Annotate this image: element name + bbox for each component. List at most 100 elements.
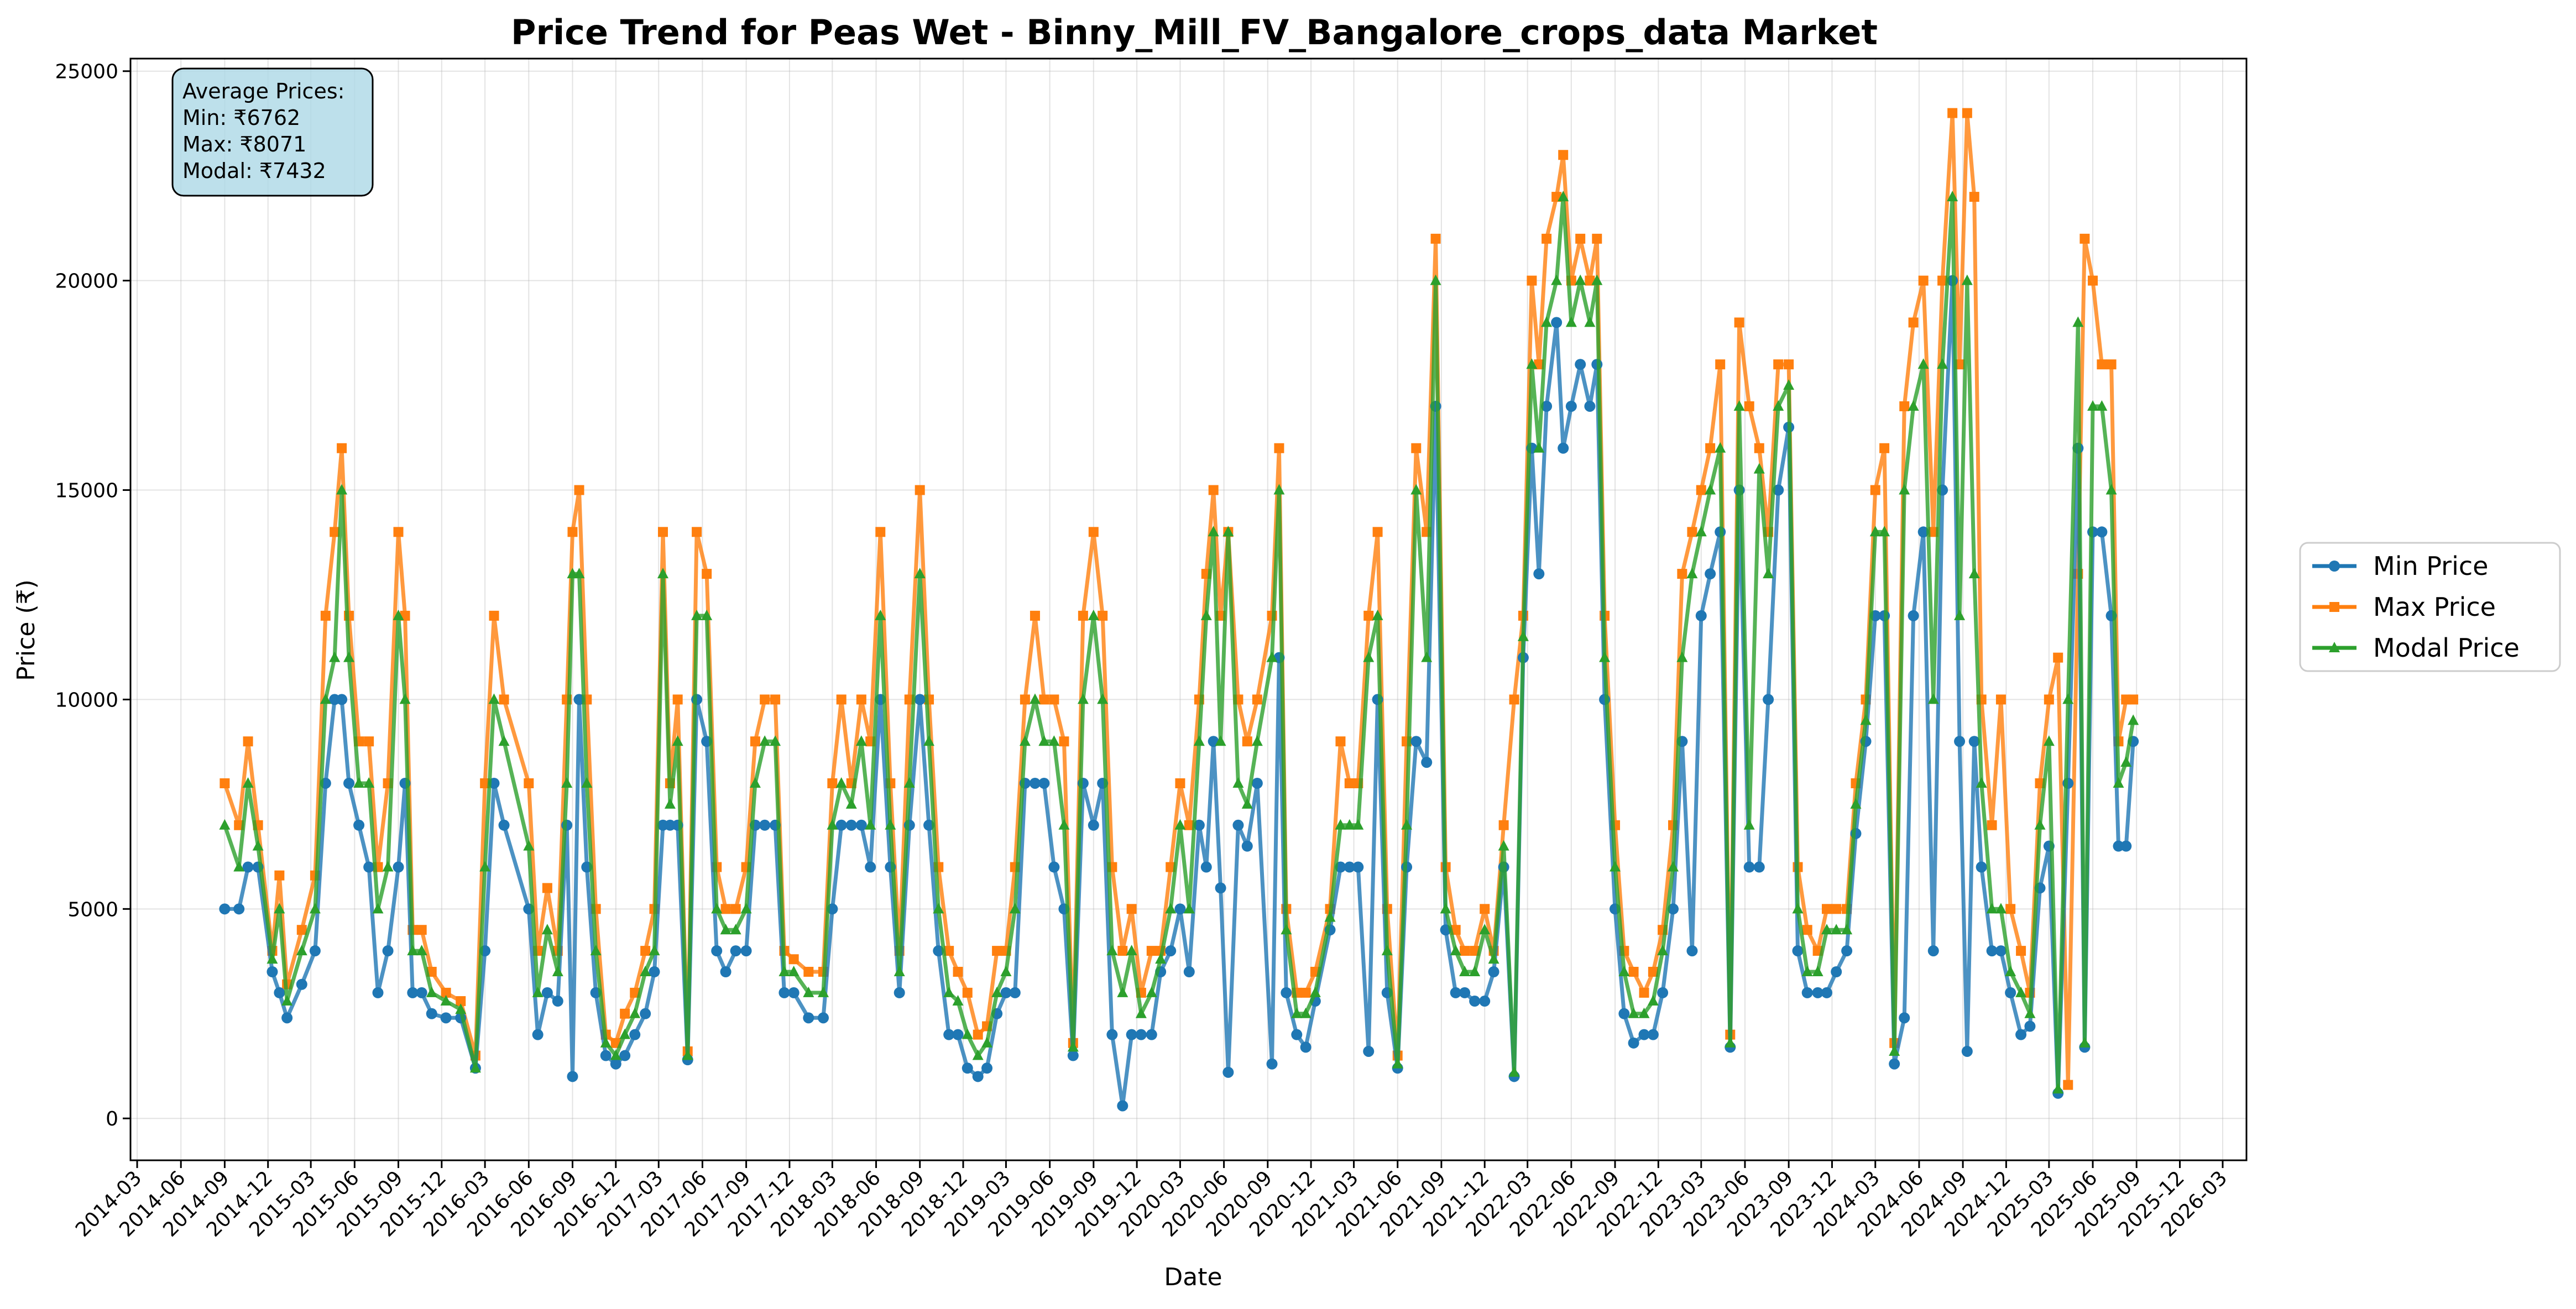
max-price-point — [1879, 443, 1890, 453]
max-price-point — [657, 527, 668, 537]
min-price-point — [1657, 987, 1669, 998]
y-tick-label: 15000 — [55, 480, 118, 502]
modal-price-point — [1344, 819, 1355, 830]
modal-price-point — [1733, 400, 1745, 411]
max-price-point — [441, 987, 451, 998]
min-price-point — [498, 819, 510, 831]
modal-price-point — [1440, 903, 1451, 914]
y-tick-label: 25000 — [55, 61, 118, 83]
max-price-point — [2106, 359, 2117, 370]
min-price-point — [759, 819, 771, 831]
stats-line-0: Average Prices: — [182, 79, 344, 103]
min-price-point — [2113, 840, 2124, 852]
max-price-point — [2097, 359, 2107, 370]
y-tick-label: 10000 — [55, 689, 118, 711]
modal-price-point — [1812, 965, 1823, 976]
min-price-point — [1743, 861, 1755, 873]
modal-price-point — [2105, 484, 2117, 495]
modal-price-point — [1488, 953, 1499, 964]
modal-price-point — [720, 924, 731, 935]
max-price-point — [1252, 694, 1262, 705]
min-price-point — [1695, 610, 1707, 621]
min-price-point — [1753, 861, 1765, 873]
min-price-point — [1841, 945, 1853, 957]
modal-price-point — [2015, 986, 2027, 997]
max-price-point — [1754, 443, 1764, 453]
modal-price-point — [1695, 526, 1707, 537]
modal-price-point — [1995, 903, 2007, 914]
max-price-point — [2053, 652, 2063, 663]
max-price-point — [973, 1029, 983, 1040]
modal-price-point — [730, 924, 741, 935]
modal-price-point — [1792, 903, 1804, 914]
modal-price-point — [1126, 945, 1137, 956]
max-price-point — [393, 527, 404, 537]
max-price-point — [1117, 946, 1128, 956]
modal-price-point — [455, 1003, 467, 1014]
modal-price-point — [1841, 924, 1853, 935]
max-price-point — [827, 778, 838, 788]
modal-price-point — [803, 986, 814, 997]
modal-price-point — [1763, 568, 1774, 579]
min-price-point — [382, 945, 394, 957]
modal-price-point — [1610, 861, 1621, 872]
modal-price-point — [1968, 568, 1980, 579]
modal-price-point — [1381, 945, 1393, 956]
max-price-point — [416, 925, 427, 935]
min-price-point — [1000, 987, 1012, 998]
max-price-point — [296, 925, 307, 935]
max-price-point — [567, 527, 578, 537]
min-price-point — [552, 996, 563, 1007]
min-price-point — [981, 1062, 993, 1074]
min-price-point — [426, 1008, 437, 1019]
y-tick-label: 5000 — [67, 898, 118, 921]
min-price-point — [778, 987, 790, 998]
modal-price-point — [691, 609, 703, 620]
min-price-point — [1792, 945, 1804, 957]
max-price-point — [1344, 778, 1355, 788]
max-price-point — [1184, 820, 1194, 830]
legend-frame — [2299, 542, 2561, 672]
min-price-point — [1618, 1008, 1630, 1019]
max-price-point — [243, 736, 253, 747]
min-price-point — [1668, 903, 1679, 915]
modal-price-point — [1575, 274, 1586, 285]
max-price-point — [788, 954, 799, 965]
modal-price-point — [875, 609, 886, 620]
modal-price-point — [943, 986, 955, 997]
modal-price-point — [426, 986, 437, 997]
min-price-point — [1029, 777, 1041, 789]
max-price-point — [1372, 527, 1383, 537]
modal-price-point — [1976, 777, 1987, 788]
modal-price-point — [233, 861, 245, 872]
modal-price-point — [393, 609, 404, 620]
modal-price-point — [1352, 819, 1364, 830]
min-price-point — [1961, 1045, 1973, 1057]
modal-price-point — [1363, 651, 1375, 662]
min-price-point — [1126, 1029, 1137, 1040]
modal-price-point — [541, 924, 553, 935]
modal-price-point — [1986, 903, 1998, 914]
max-price-point — [915, 485, 925, 495]
min-price-point — [649, 966, 660, 977]
modal-price-point — [1526, 358, 1538, 369]
max-price-point — [1509, 694, 1519, 705]
modal-price-point — [749, 777, 761, 788]
max-price-point — [320, 610, 331, 621]
max-price-point — [875, 527, 886, 537]
modal-price-point — [610, 1049, 621, 1060]
min-price-point — [274, 987, 285, 998]
modal-price-point — [981, 1036, 993, 1048]
modal-price-point — [600, 1036, 612, 1048]
min-price-point — [1831, 966, 1842, 977]
modal-price-point — [296, 945, 307, 956]
max-price-point — [962, 987, 973, 998]
max-price-point — [1059, 736, 1069, 747]
modal-price-point — [1725, 1036, 1736, 1048]
min-price-point — [1954, 736, 1966, 747]
modal-price-point — [552, 965, 563, 976]
modal-price-point — [1077, 693, 1089, 704]
modal-price-point — [1801, 965, 1813, 976]
max-price-point — [1802, 925, 1812, 935]
modal-price-point — [1668, 861, 1679, 872]
